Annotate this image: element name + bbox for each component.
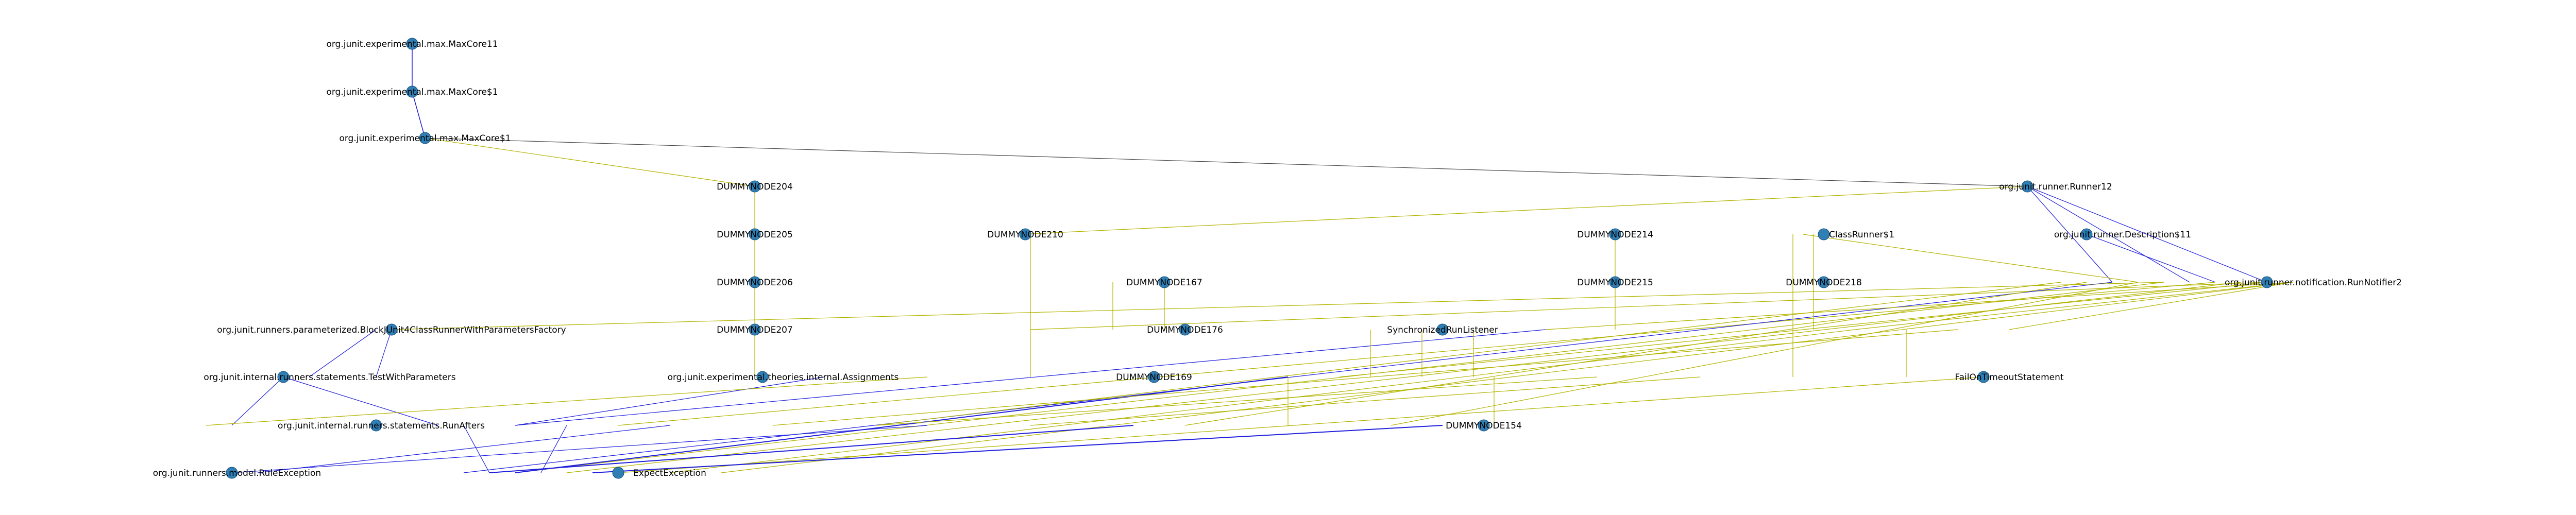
graph-edge: [772, 329, 1958, 426]
graph-node: org.junit.runners.model.RuleException: [153, 467, 321, 479]
graph-edge: [206, 376, 928, 426]
graph-edge: [489, 425, 1134, 473]
graph-edge: [231, 376, 284, 426]
graph-edge: [412, 91, 426, 139]
node-label: DUMMYNODE215: [1577, 278, 1653, 288]
graph-node: ClassRunner$1: [1818, 228, 1894, 241]
graph-edge: [376, 329, 392, 377]
graph-edge: [1545, 282, 2293, 330]
graph-node: SynchronizedRunListener: [1387, 323, 1498, 336]
graph-node: org.junit.experimental.theories.internal…: [668, 371, 899, 383]
node-label: DUMMYNODE169: [1116, 372, 1192, 383]
graph-node: org.junit.experimental.max.MaxCore$1: [326, 85, 498, 98]
graph-edge: [1030, 282, 2267, 330]
node-label: ExpectException: [633, 468, 706, 478]
node-label: org.junit.internal.runners.statements.Ru…: [278, 421, 485, 431]
graph-edge: [2027, 186, 2267, 283]
node-label: org.junit.experimental.max.MaxCore$1: [339, 133, 511, 144]
graph-edge: [1339, 282, 2267, 377]
graph-edges: [206, 44, 2293, 473]
graph-edge: [721, 282, 2293, 473]
graph-edge: [515, 329, 1546, 426]
graph-edge: [391, 282, 2164, 330]
graph-node: DUMMYNODE204: [717, 180, 793, 193]
graph-node: DUMMYNODE169: [1116, 371, 1192, 383]
graph-edge: [1854, 282, 2293, 330]
graph-node: ExpectException: [612, 467, 706, 479]
graph-edge: [257, 425, 670, 473]
graph-edge: [618, 282, 2216, 426]
graph-node: org.junit.runner.Description$11: [2054, 228, 2191, 241]
graph-node: DUMMYNODE205: [717, 228, 793, 241]
graph-edge: [463, 425, 490, 473]
graph-node: org.junit.runners.parameterized.BlockJUn…: [217, 323, 566, 336]
graph-edge: [2009, 282, 2293, 330]
graph-edge: [1803, 234, 2139, 283]
graph-edge: [2027, 186, 2190, 283]
graph-edge: [1020, 186, 2028, 235]
graph-edge: [309, 329, 377, 377]
graph-edge: [540, 425, 567, 473]
node-label: DUMMYNODE176: [1147, 325, 1223, 335]
graph-edge: [1184, 282, 2087, 426]
graph-edge: [2027, 186, 2113, 283]
node-label: org.junit.experimental.max.MaxCore$1: [326, 87, 498, 97]
graph-edge: [875, 282, 2061, 426]
graph-node: org.junit.experimental.max.MaxCore$1: [339, 132, 511, 144]
graph-nodes: org.junit.experimental.max.MaxCore11 org…: [153, 38, 2402, 479]
graph-node: DUMMYNODE207: [717, 323, 793, 336]
node-label: DUMMYNODE210: [987, 230, 1063, 240]
graph-node: DUMMYNODE215: [1577, 276, 1653, 288]
graph-edge: [515, 282, 2164, 473]
node-label: org.junit.internal.runners.statements.Te…: [204, 372, 455, 383]
graph-node: DUMMYNODE218: [1786, 276, 1862, 288]
graph-edge: [1391, 282, 2139, 426]
graph-edge: [669, 329, 1855, 473]
node-label: org.junit.runners.model.RuleException: [153, 468, 321, 478]
graph-edge: [566, 282, 2242, 473]
graph-node: DUMMYNODE167: [1126, 276, 1202, 288]
node-label: ClassRunner$1: [1829, 230, 1894, 240]
graph-node: DUMMYNODE154: [1446, 419, 1522, 432]
node-label: DUMMYNODE207: [717, 325, 793, 335]
graph-edge: [425, 138, 2028, 187]
graph-edge: [231, 425, 928, 473]
graph-node: DUMMYNODE210: [987, 228, 1063, 241]
graph-edge: [592, 425, 1443, 473]
node-label: org.junit.experimental.theories.internal…: [668, 372, 899, 383]
node-label: org.junit.runner.Runner12: [1999, 182, 2112, 192]
graph-edge: [875, 376, 1598, 426]
graph-node: DUMMYNODE206: [717, 276, 793, 288]
node-label: DUMMYNODE205: [717, 230, 793, 240]
node-label: org.junit.runner.Description$11: [2054, 230, 2191, 240]
node-label: DUMMYNODE154: [1446, 421, 1522, 431]
node-label: DUMMYNODE206: [717, 278, 793, 288]
graph-edge: [515, 376, 825, 426]
node-label: DUMMYNODE167: [1126, 278, 1202, 288]
node-label: FailOnTimeoutStatement: [1955, 372, 2063, 383]
node-label: org.junit.experimental.max.MaxCore11: [326, 39, 498, 49]
node-label: DUMMYNODE204: [717, 182, 793, 192]
graph-node: org.junit.runner.notification.RunNotifie…: [2225, 276, 2402, 288]
graph-edge: [1030, 376, 1701, 426]
node-label: org.junit.runner.notification.RunNotifie…: [2225, 278, 2402, 288]
graph-node: org.junit.internal.runners.statements.Te…: [204, 371, 456, 383]
graph-node: DUMMYNODE176: [1147, 323, 1223, 336]
graph-edge: [618, 376, 1984, 473]
graph-node: org.junit.internal.runners.statements.Ru…: [278, 419, 485, 432]
node-label: org.junit.runners.parameterized.BlockJUn…: [217, 325, 566, 335]
graph-edge: [515, 376, 1289, 473]
graph-edge: [425, 138, 755, 187]
graph-node: org.junit.experimental.max.MaxCore11: [326, 38, 498, 50]
node-label: SynchronizedRunListener: [1387, 325, 1498, 335]
node-label: DUMMYNODE218: [1786, 278, 1862, 288]
node-label: DUMMYNODE214: [1577, 230, 1653, 240]
graph-node: DUMMYNODE214: [1577, 228, 1653, 241]
graph-edge: [283, 376, 438, 426]
graph-edge: [2086, 234, 2216, 283]
graph-node: org.junit.runner.Runner12: [1999, 180, 2112, 193]
graph-node: FailOnTimeoutStatement: [1955, 371, 2064, 383]
